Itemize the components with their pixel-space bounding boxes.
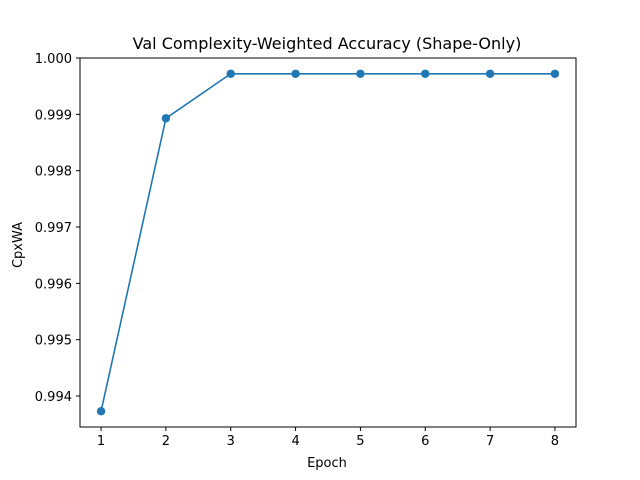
x-tick-label: 6 [421, 434, 429, 449]
x-axis-label: Epoch [307, 456, 347, 471]
data-point [356, 69, 365, 78]
x-tick-label: 2 [162, 434, 170, 449]
y-axis-ticks: 0.994 0.995 0.996 0.997 0.998 0.999 1.000 [35, 52, 80, 405]
y-tick-label: 0.995 [35, 334, 72, 349]
data-point [226, 69, 235, 78]
x-tick-label: 8 [551, 434, 559, 449]
y-tick-label: 0.996 [35, 277, 72, 292]
y-axis-label: CpxWA [11, 222, 26, 268]
x-axis-ticks: 1 2 3 4 5 6 7 8 [97, 427, 559, 449]
x-tick-label: 5 [356, 434, 364, 449]
x-tick-label: 7 [486, 434, 494, 449]
data-point [550, 69, 560, 78]
y-tick-label: 0.997 [35, 221, 72, 236]
series-line [100, 72, 555, 412]
y-tick-label: 0.998 [35, 165, 72, 180]
chart-title: Val Complexity-Weighted Accuracy (Shape-… [133, 34, 522, 53]
data-point [421, 69, 430, 78]
x-tick-label: 4 [291, 434, 299, 449]
data-point [291, 69, 300, 78]
y-tick-label: 1.000 [35, 52, 72, 67]
x-tick-label: 1 [97, 434, 105, 449]
data-point [485, 69, 495, 78]
data-point [161, 114, 171, 123]
data-point [96, 407, 106, 416]
series-layer [96, 69, 560, 416]
y-tick-label: 0.994 [35, 390, 72, 405]
x-tick-label: 3 [227, 434, 235, 449]
plot-frame [79, 57, 577, 428]
y-tick-label: 0.999 [35, 108, 72, 123]
